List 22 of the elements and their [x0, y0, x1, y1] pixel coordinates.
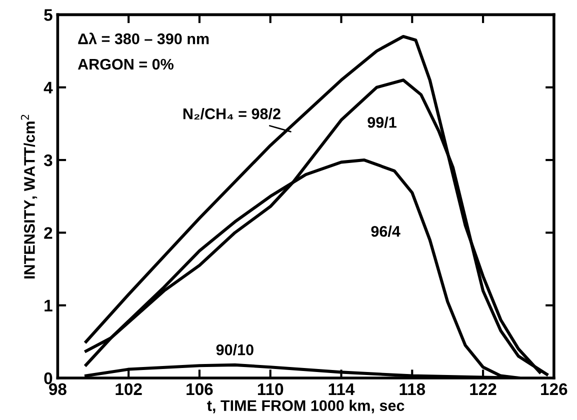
- y-axis-title: INTENSITY, WATT/cm$^{2}$: [20, 114, 38, 278]
- y-tick-label: 4: [44, 82, 53, 94]
- series-label: 90/10: [216, 344, 254, 356]
- series-label: 96/4: [371, 226, 400, 237]
- annotation: Δλ = 380 – 390 nm: [78, 32, 209, 44]
- y-tick-label: 3: [44, 154, 52, 166]
- y-tick-label: 2: [44, 227, 52, 239]
- annotation: ARGON = 0%: [78, 58, 174, 70]
- x-tick-label: 110: [258, 383, 284, 396]
- x-tick-label: 98: [49, 383, 66, 396]
- x-tick-label: 122: [470, 383, 496, 395]
- x-axis-title: t, TIME FROM 1000 km, sec: [207, 400, 404, 414]
- x-tick-label: 102: [116, 383, 142, 396]
- x-tick-label: 126: [541, 383, 568, 396]
- x-tick-label: 114: [328, 383, 355, 395]
- x-tick-label: 106: [186, 383, 213, 396]
- series-label: 99/1: [368, 116, 396, 128]
- y-tick-label: 0: [44, 372, 52, 384]
- y-tick-label: 5: [44, 9, 52, 21]
- y-tick-label: 1: [44, 300, 52, 312]
- x-tick-label: 118: [400, 383, 426, 396]
- series-label: N₂/CH₄ = 98/2: [183, 108, 280, 120]
